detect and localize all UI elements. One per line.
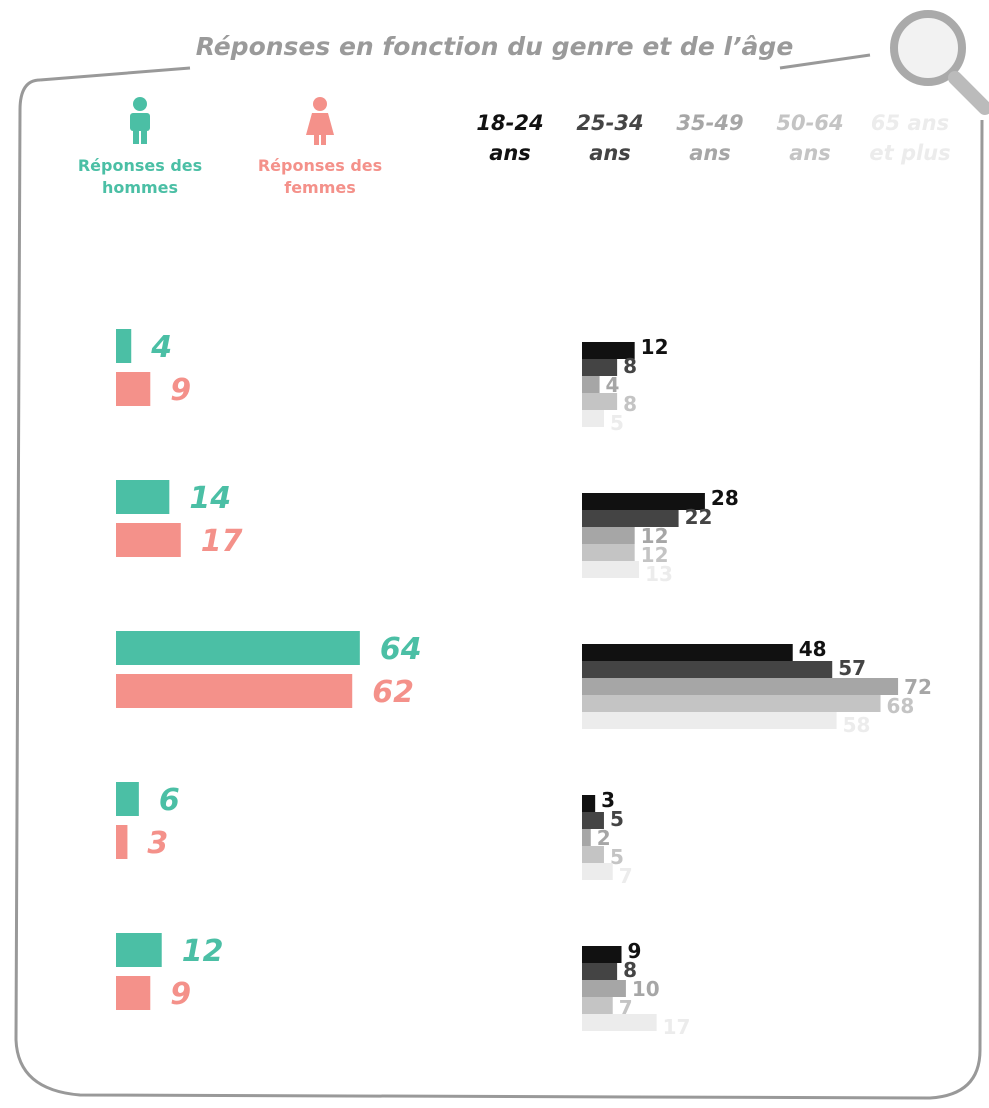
magnifier	[948, 71, 989, 115]
bar	[582, 963, 618, 980]
bar	[582, 410, 604, 427]
bar	[582, 544, 635, 561]
bar	[582, 980, 626, 997]
bar	[116, 372, 151, 406]
legend-label: 35-49 ans	[676, 111, 744, 165]
bar	[116, 976, 151, 1010]
bar	[582, 695, 881, 712]
bar	[116, 329, 132, 363]
bar	[116, 480, 170, 514]
bar	[582, 1014, 657, 1031]
value-label: 12	[641, 524, 669, 548]
value-label: 3	[147, 826, 168, 861]
bar	[582, 829, 591, 846]
bar	[582, 342, 635, 359]
bar	[116, 674, 353, 708]
bar	[582, 863, 613, 880]
value-label: 22	[685, 505, 713, 529]
bar	[116, 631, 360, 665]
value-label: 12	[641, 543, 669, 567]
woman-icon	[306, 97, 334, 145]
value-label: 72	[904, 675, 932, 699]
value-label: 68	[887, 694, 915, 718]
bar	[582, 561, 640, 578]
value-label: 8	[623, 354, 637, 378]
value-label: 8	[623, 958, 637, 982]
value-label: 9	[170, 977, 191, 1012]
value-label: 12	[641, 335, 669, 359]
legend-label: Réponses des femmes	[257, 156, 383, 197]
value-label: 17	[663, 1015, 691, 1039]
magnifier	[890, 10, 966, 86]
value-label: 6	[159, 783, 180, 818]
value-label: 10	[632, 977, 660, 1001]
value-label: 5	[610, 807, 624, 831]
bar	[582, 678, 899, 695]
title: Réponses en fonction du genre et de l’âg…	[195, 32, 794, 61]
value-label: 4	[150, 330, 172, 365]
value-label: 9	[170, 373, 191, 408]
value-label: 48	[799, 637, 827, 661]
bar	[582, 997, 613, 1014]
value-label: 4	[606, 373, 620, 397]
value-label: 62	[372, 675, 414, 710]
bar	[116, 523, 181, 557]
value-label: 7	[619, 864, 633, 888]
legend-label: 25-34 ans	[576, 111, 644, 165]
bar	[116, 933, 162, 967]
value-label: 17	[201, 524, 243, 559]
bar	[582, 712, 837, 729]
bar	[582, 661, 833, 678]
legend-label: 65 ans et plus	[869, 111, 951, 165]
value-label: 8	[623, 392, 637, 416]
bar	[582, 376, 600, 393]
legend-label: Réponses des hommes	[77, 156, 203, 197]
value-label: 13	[645, 562, 673, 586]
bar	[582, 493, 705, 510]
value-label: 3	[601, 788, 615, 812]
bar	[582, 510, 679, 527]
value-label: 57	[838, 656, 866, 680]
bar	[582, 812, 604, 829]
bar	[582, 393, 618, 410]
bar	[582, 644, 793, 661]
value-label: 12	[182, 934, 224, 969]
value-label: 5	[610, 845, 624, 869]
bar	[116, 825, 128, 859]
bar	[582, 359, 618, 376]
bar	[116, 782, 139, 816]
man-icon	[130, 97, 150, 144]
value-label: 64	[380, 632, 422, 667]
bar	[582, 527, 635, 544]
legend-label: 50-64 ans	[776, 111, 844, 165]
frame	[14, 78, 984, 1100]
bar	[582, 795, 596, 812]
value-label: 9	[628, 939, 642, 963]
value-label: 58	[843, 713, 871, 737]
legend-label: 18-24 ans	[476, 111, 544, 165]
value-label: 2	[597, 826, 611, 850]
frame	[39, 53, 871, 82]
value-label: 14	[189, 481, 231, 516]
bar	[582, 846, 604, 863]
value-label: 5	[610, 411, 624, 435]
value-label: 28	[711, 486, 739, 510]
bar	[582, 946, 622, 963]
